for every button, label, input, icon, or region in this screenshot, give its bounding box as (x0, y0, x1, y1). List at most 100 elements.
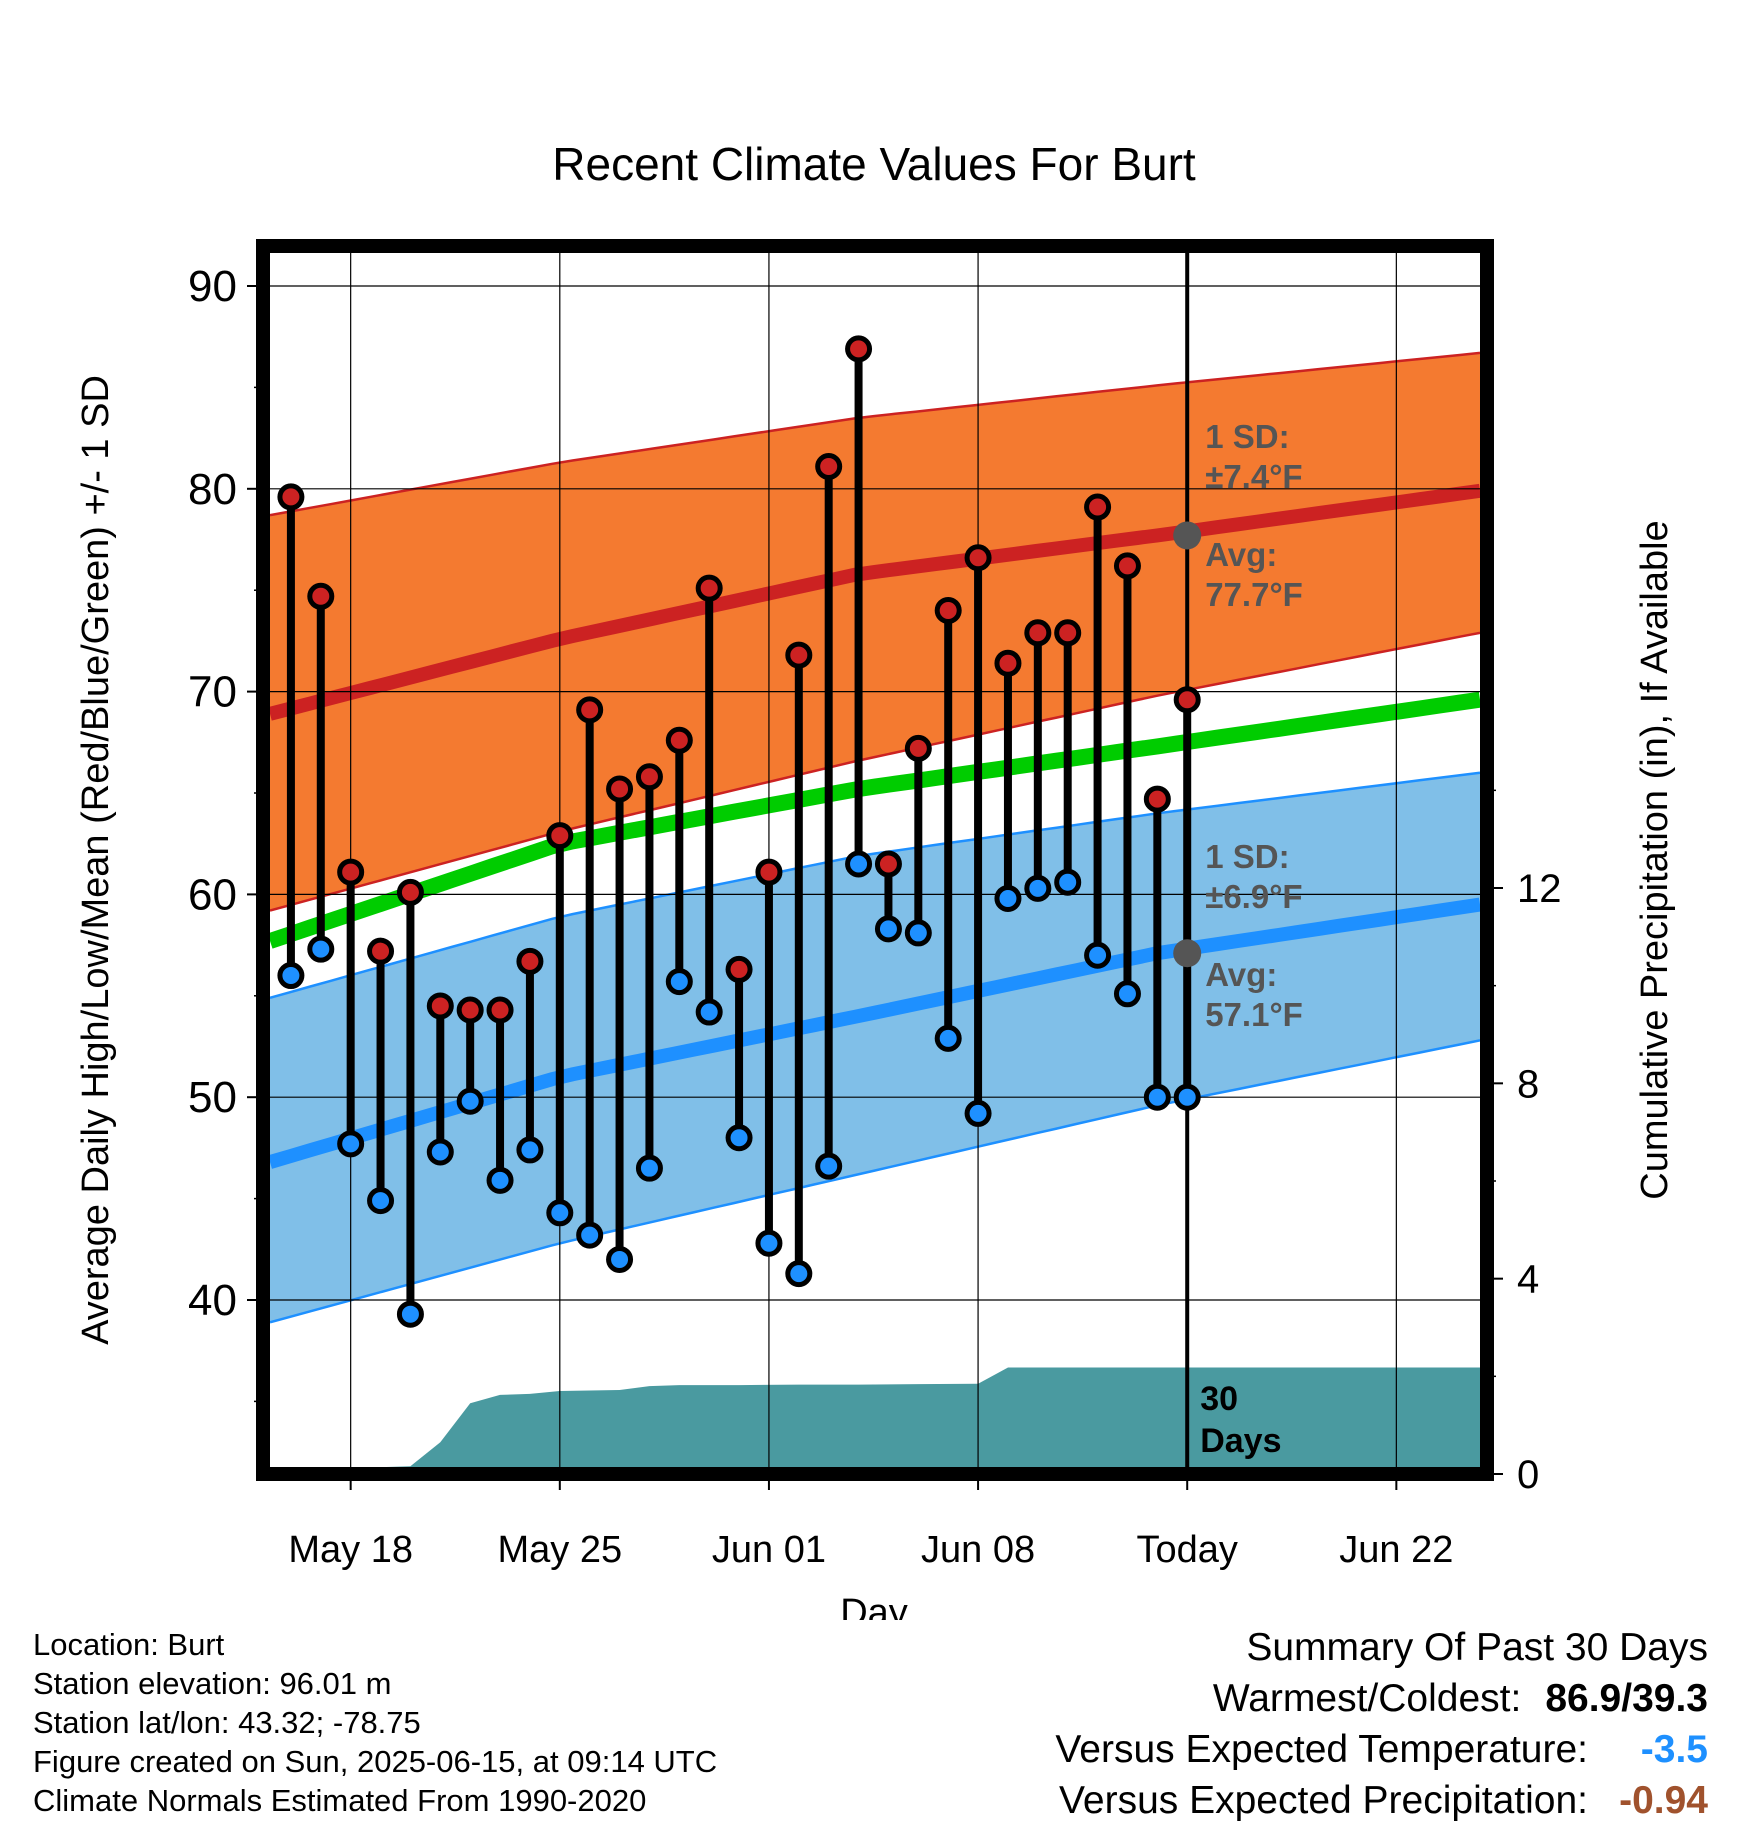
high-temp-point (1084, 493, 1112, 521)
high-sd-lower-line (270, 631, 1480, 912)
summary-warm-cold-row: Warmest/Coldest: 86.9/39.3 (1055, 1673, 1708, 1724)
low-temp-point (755, 1229, 783, 1257)
high-temp-point (635, 763, 663, 791)
low-temp-point (367, 1187, 395, 1215)
low-temp-point (1084, 941, 1112, 969)
high-temp-point (606, 775, 634, 803)
summary-panel: Summary Of Past 30 Days Warmest/Coldest:… (1055, 1622, 1708, 1826)
low-temp-point (277, 962, 305, 990)
high-temp-point (725, 955, 753, 983)
climate-chart: Recent Climate Values For Burt 405060708… (75, 138, 1676, 1620)
y-right-tick-label: 8 (1517, 1062, 1539, 1106)
low-temp-point (486, 1166, 514, 1194)
low-temp-point (964, 1099, 992, 1127)
plot-frame (256, 239, 1494, 1481)
high-temp-point (576, 696, 604, 724)
high-temp-point (845, 335, 873, 363)
high-sd-annotation-unit: °F (1269, 458, 1302, 495)
low-temp-point (815, 1152, 843, 1180)
high-temp-point (277, 483, 305, 511)
high-temp-point (755, 858, 783, 886)
low-temp-point (845, 850, 873, 878)
x-tick-label: Jun 08 (921, 1529, 1035, 1571)
high-temp-point (904, 734, 932, 762)
meta-normals: Climate Normals Estimated From 1990-2020 (33, 1783, 647, 1818)
meta-created: Figure created on Sun, 2025-06-15, at 09… (33, 1744, 718, 1779)
x-axis-label: Day (840, 1592, 908, 1620)
high-sd-band (270, 352, 1480, 911)
meta-location: Location: Burt (33, 1627, 225, 1662)
x-tick-label: Jun 01 (712, 1529, 826, 1571)
high-temp-point (1143, 785, 1171, 813)
high-temp-point (396, 878, 424, 906)
summary-warm-label: Warmest/Coldest: (1212, 1677, 1522, 1720)
high-temp-point (1113, 552, 1141, 580)
y-left-tick-label: 40 (188, 1276, 237, 1325)
high-temp-point (337, 858, 365, 886)
summary-temp-row: Versus Expected Temperature: -3.5 (1055, 1724, 1708, 1775)
low-temp-point (665, 968, 693, 996)
low-temp-point (934, 1024, 962, 1052)
low-temp-point (516, 1136, 544, 1164)
x-tick-label: Jun 22 (1339, 1529, 1453, 1571)
high-temp-point (815, 452, 843, 480)
high-sd-upper-line (270, 351, 1480, 517)
low-sd-annotation-line1: 1 SD: (1205, 838, 1289, 875)
high-avg-annotation-line2: 77.7°F (1205, 576, 1303, 613)
y-right-tick-label: 4 (1517, 1258, 1539, 1302)
precip-days-label-line2: Days (1200, 1422, 1281, 1460)
station-metadata: Location: Burt Station elevation: 96.01 … (33, 1625, 717, 1820)
summary-warm-value: 86.9/39.3 (1545, 1677, 1708, 1720)
low-temp-point (994, 884, 1022, 912)
summary-temp-label: Versus Expected Temperature: (1055, 1728, 1588, 1771)
high-temp-point (874, 850, 902, 878)
high-avg-annotation-line1: Avg: (1205, 536, 1277, 573)
high-temp-point (367, 937, 395, 965)
low-temp-point (695, 998, 723, 1026)
high-temp-point (1024, 619, 1052, 647)
low-sd-lower-line (270, 1039, 1480, 1324)
high-temp-point (486, 996, 514, 1024)
low-temp-point (546, 1199, 574, 1227)
y-left-tick-label: 60 (188, 870, 237, 919)
low-avg-annotation-line2: 57.1°F (1205, 996, 1303, 1033)
high-temp-point (426, 992, 454, 1020)
high-temp-point (785, 641, 813, 669)
low-temp-point (635, 1154, 663, 1182)
precip-days-label-line1: 30 (1200, 1380, 1238, 1418)
high-sd-annotation-line2: ±7.4°F (1205, 458, 1302, 495)
summary-precip-row: Versus Expected Precipitation: -0.94 (1055, 1775, 1708, 1826)
high-temp-point (456, 996, 484, 1024)
low-avg-annotation-line1: Avg: (1205, 956, 1277, 993)
low-temp-point (396, 1300, 424, 1328)
low-temp-point (874, 915, 902, 943)
low-temp-point (606, 1245, 634, 1273)
low-temp-point (307, 935, 335, 963)
low-temp-point (725, 1124, 753, 1152)
today-high-avg-marker (1173, 521, 1202, 550)
y-left-tick-label: 90 (188, 262, 237, 311)
y-right-tick-label: 0 (1517, 1453, 1539, 1497)
low-temp-point (337, 1130, 365, 1158)
high-temp-point (546, 822, 574, 850)
x-tick-label: Today (1137, 1529, 1238, 1571)
low-temp-point (1024, 874, 1052, 902)
summary-temp-value: -3.5 (1640, 1728, 1708, 1771)
y-axis-right-label: Cumulative Precipitation (in), If Availa… (1634, 520, 1676, 1199)
low-avg-annotation-unit: °F (1269, 996, 1302, 1033)
precip-area (386, 1367, 1480, 1467)
y-left-tick-label: 50 (188, 1073, 237, 1122)
avg-mean-line (270, 691, 1480, 949)
high-temp-point (516, 947, 544, 975)
low-sd-upper-line (270, 771, 1480, 1000)
chart-title: Recent Climate Values For Burt (552, 138, 1196, 190)
y-right-tick-label: 12 (1517, 867, 1562, 911)
high-temp-point (964, 544, 992, 572)
meta-elevation: Station elevation: 96.01 m (33, 1666, 392, 1701)
high-temp-point (665, 726, 693, 754)
avg-high-line (270, 483, 1480, 721)
low-sd-band (270, 772, 1480, 1323)
high-temp-point (934, 596, 962, 624)
low-temp-point (785, 1260, 813, 1288)
high-temp-point (695, 574, 723, 602)
